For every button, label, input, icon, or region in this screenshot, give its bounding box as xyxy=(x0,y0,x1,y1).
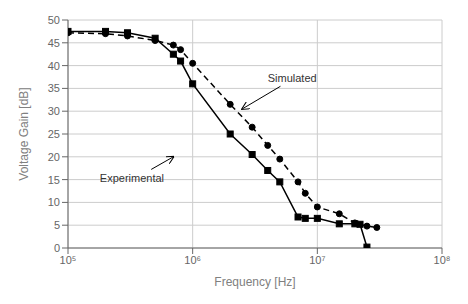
svg-text:Experimental: Experimental xyxy=(100,172,164,184)
svg-text:Simulated: Simulated xyxy=(268,72,317,84)
svg-text:35: 35 xyxy=(48,82,60,94)
svg-text:50: 50 xyxy=(48,14,60,26)
svg-text:Frequency [Hz]: Frequency [Hz] xyxy=(214,275,295,289)
svg-text:0: 0 xyxy=(54,242,60,254)
svg-text:Voltage Gain [dB]: Voltage Gain [dB] xyxy=(17,87,31,180)
svg-text:10: 10 xyxy=(48,196,60,208)
svg-text:40: 40 xyxy=(48,60,60,72)
svg-text:45: 45 xyxy=(48,37,60,49)
svg-text:15: 15 xyxy=(48,174,60,186)
svg-text:10⁷: 10⁷ xyxy=(309,254,325,266)
svg-text:25: 25 xyxy=(48,128,60,140)
svg-text:10⁸: 10⁸ xyxy=(434,254,451,266)
svg-text:30: 30 xyxy=(48,105,60,117)
svg-text:10⁶: 10⁶ xyxy=(184,254,201,266)
svg-text:10⁵: 10⁵ xyxy=(60,254,77,266)
svg-text:20: 20 xyxy=(48,151,60,163)
svg-text:5: 5 xyxy=(54,219,60,231)
